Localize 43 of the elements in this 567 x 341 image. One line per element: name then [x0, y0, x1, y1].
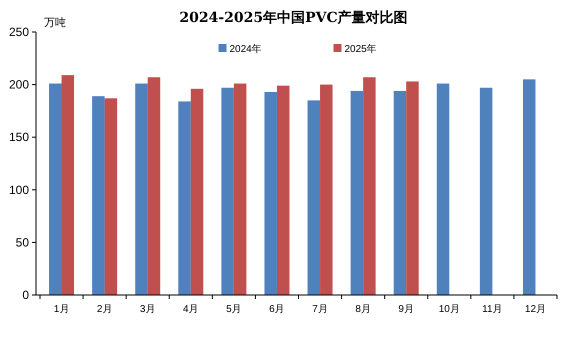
x-tick-label: 3月: [140, 304, 156, 315]
x-tick-label: 9月: [398, 304, 414, 315]
x-tick-label: 2月: [96, 304, 112, 315]
bar: [436, 84, 450, 295]
legend-label: 2025年: [344, 43, 377, 55]
x-tick-label: 7月: [312, 304, 328, 315]
bar: [522, 79, 536, 295]
x-tick-label: 5月: [226, 304, 242, 315]
legend-label: 2024年: [230, 43, 262, 55]
bar: [148, 77, 160, 295]
bar: [234, 84, 246, 295]
x-tick-label: 4月: [183, 304, 199, 315]
x-tick-label: 11月: [482, 304, 503, 315]
bar: [49, 84, 62, 295]
bar: [178, 101, 191, 295]
bar: [394, 90, 406, 295]
bar: [104, 98, 118, 295]
bar: [221, 88, 234, 295]
chart-title: 2024-2025年中国PVC产量对比图: [179, 9, 408, 26]
bar: [135, 84, 148, 295]
bar: [406, 81, 419, 295]
y-tick-label: 100: [8, 182, 30, 197]
x-tick-label: 12月: [524, 304, 546, 315]
y-tick-label: 0: [22, 288, 30, 302]
bar: [190, 88, 204, 295]
bar: [92, 96, 105, 295]
x-tick-label: 1月: [54, 304, 70, 315]
bar: [308, 100, 320, 295]
x-tick-label: 8月: [355, 304, 371, 315]
y-tick-label: 50: [16, 235, 30, 250]
bar: [62, 75, 74, 295]
x-tick-label: 6月: [269, 304, 285, 315]
x-tick-label: 10月: [438, 304, 460, 315]
bar: [363, 77, 376, 295]
bar: [480, 88, 492, 295]
bar: [350, 90, 364, 295]
y-tick-label: 200: [8, 78, 30, 92]
y-tick-label: 150: [8, 130, 30, 144]
bar: [276, 86, 290, 295]
bar: [264, 92, 277, 295]
y-tick-label: 250: [8, 25, 30, 39]
y-axis-title: 万吨: [44, 16, 66, 29]
bar: [320, 84, 333, 295]
